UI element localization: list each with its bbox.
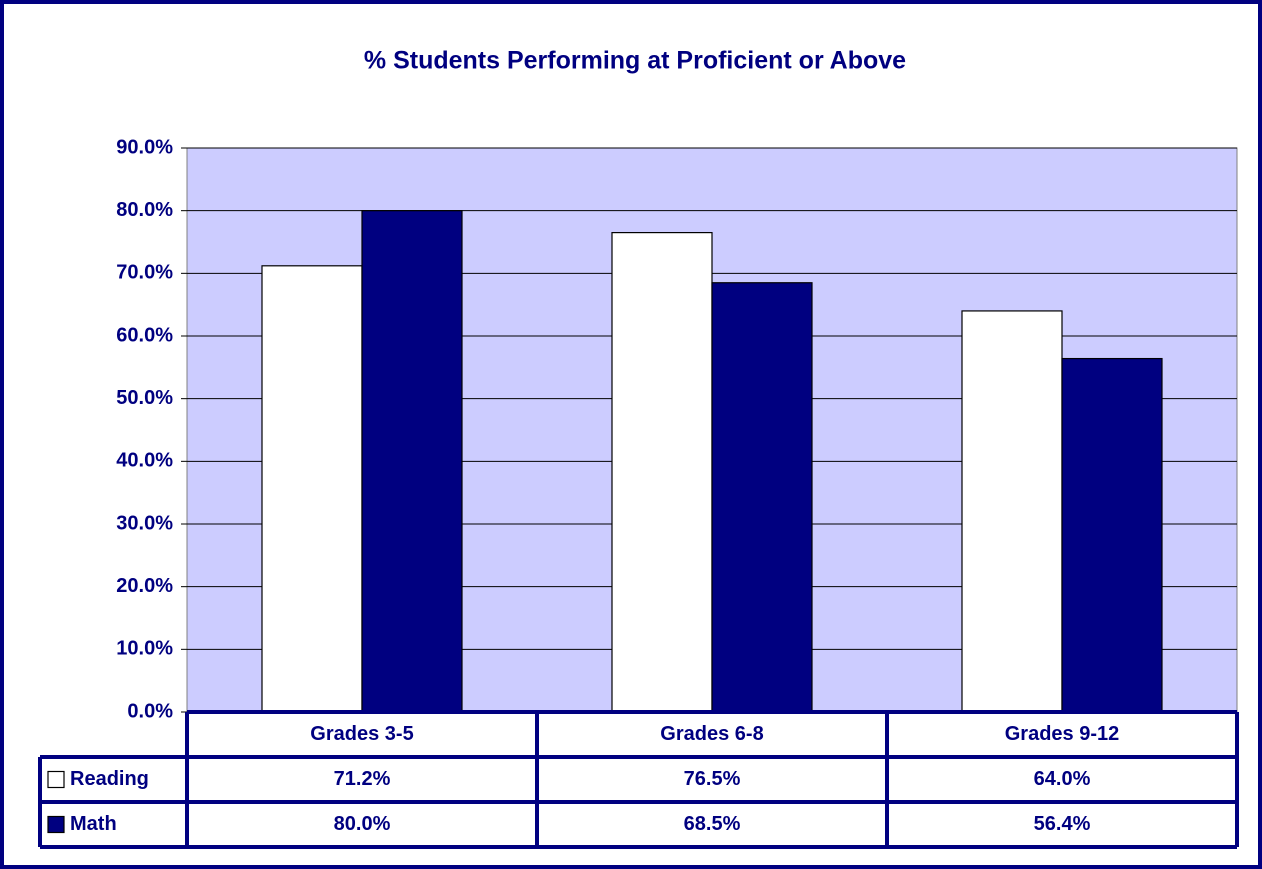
y-tick-label: 80.0% [116,199,173,221]
bar [361,210,463,713]
bar [1061,357,1163,713]
x-tick-label: Grades 9-12 [1005,723,1120,745]
y-tick-label: 0.0% [127,700,173,722]
y-tick-label: 90.0% [116,136,173,158]
legend-swatch [47,815,65,834]
bar [611,232,713,713]
y-tick-label: 70.0% [116,262,173,284]
x-tick-label: Grades 3-5 [310,723,413,745]
data-label: 76.5% [684,768,741,790]
y-tick-label: 30.0% [116,512,173,534]
bar [261,265,363,713]
data-label: 56.4% [1034,813,1091,835]
bar [711,282,813,713]
data-label: 68.5% [684,813,741,835]
x-tick-label: Grades 6-8 [660,723,763,745]
bar [961,310,1063,713]
data-label: 80.0% [334,813,391,835]
y-tick-label: 50.0% [116,387,173,409]
y-tick-label: 20.0% [116,575,173,597]
chart-title: % Students Performing at Proficient or A… [364,47,906,75]
data-label: 64.0% [1034,768,1091,790]
y-tick-label: 40.0% [116,450,173,472]
y-tick-label: 10.0% [116,638,173,660]
data-label: 71.2% [334,768,391,790]
legend-swatch [47,770,65,789]
legend-label: Reading [70,768,149,790]
y-tick-label: 60.0% [116,324,173,346]
legend-label: Math [70,813,117,835]
